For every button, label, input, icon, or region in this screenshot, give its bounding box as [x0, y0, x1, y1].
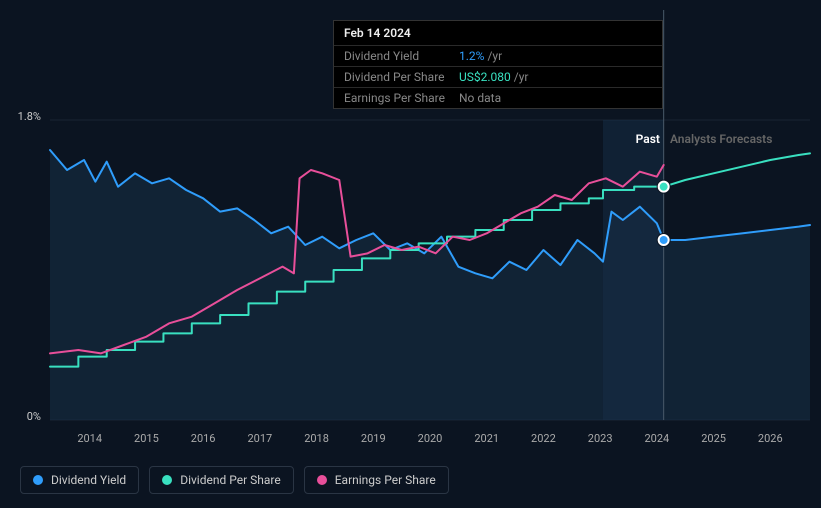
tooltip-row-label: Earnings Per Share: [344, 91, 459, 105]
x-tick: 2023: [588, 432, 613, 445]
x-tick: 2026: [758, 432, 783, 445]
legend-label: Dividend Per Share: [180, 473, 281, 487]
x-tick: 2014: [77, 432, 102, 445]
x-axis: 2014 2015 2016 2017 2018 2019 2020 2021 2022 2023…: [50, 432, 810, 452]
tooltip-row: Dividend Yield1.2%/yr: [334, 45, 662, 66]
tooltip-row-unit: /yr: [487, 49, 502, 63]
tooltip-row-value: No data: [459, 91, 501, 105]
legend-dot: [33, 475, 43, 485]
legend-label: Earnings Per Share: [335, 473, 436, 487]
legend-item[interactable]: Earnings Per Share: [304, 466, 449, 494]
period-labels: Past Analysts Forecasts: [636, 132, 786, 146]
legend-label: Dividend Yield: [51, 473, 126, 487]
x-tick: 2019: [361, 432, 386, 445]
x-tick: 2024: [644, 432, 669, 445]
x-tick: 2016: [191, 432, 216, 445]
legend-dot: [162, 475, 172, 485]
x-tick: 2021: [474, 432, 499, 445]
x-tick: 2017: [247, 432, 272, 445]
tooltip-row-unit: /yr: [514, 70, 529, 84]
legend-item[interactable]: Dividend Per Share: [149, 466, 294, 494]
x-tick: 2018: [304, 432, 329, 445]
tooltip-row-value: US$2.080: [459, 70, 511, 84]
period-past-label: Past: [636, 132, 660, 146]
tooltip-row-value: 1.2%: [459, 49, 484, 63]
legend-item[interactable]: Dividend Yield: [20, 466, 139, 494]
tooltip-row-label: Dividend Yield: [344, 49, 459, 63]
y-tick-min: 0%: [27, 410, 41, 423]
period-forecast-label: Analysts Forecasts: [670, 132, 772, 146]
y-tick-max: 1.8%: [18, 110, 41, 123]
legend-dot: [317, 475, 327, 485]
tooltip-row: Earnings Per ShareNo data: [334, 87, 662, 108]
x-tick: 2020: [418, 432, 443, 445]
x-tick: 2015: [134, 432, 159, 445]
tooltip-row: Dividend Per ShareUS$2.080/yr: [334, 66, 662, 87]
x-tick: 2025: [701, 432, 726, 445]
chart-legend: Dividend Yield Dividend Per Share Earnings…: [20, 466, 449, 494]
tooltip-row-label: Dividend Per Share: [344, 70, 459, 84]
chart-tooltip: Feb 14 2024 Dividend Yield1.2%/yrDividen…: [333, 20, 663, 109]
x-tick: 2022: [531, 432, 556, 445]
tooltip-date: Feb 14 2024: [334, 21, 662, 45]
